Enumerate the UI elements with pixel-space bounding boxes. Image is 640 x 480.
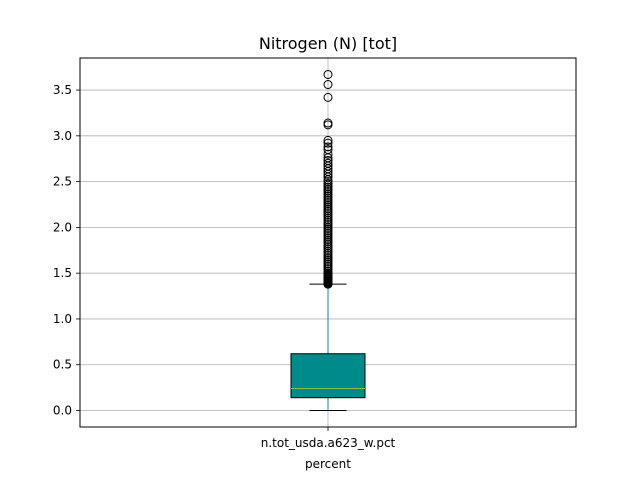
- outlier-point: [323, 80, 333, 90]
- outlier-point: [323, 69, 333, 79]
- box: [290, 353, 366, 399]
- outlier-point: [323, 118, 333, 128]
- whiskers: [309, 283, 347, 412]
- outlier-point: [323, 156, 333, 166]
- outlier-point: [323, 158, 333, 168]
- x-axis-label: percent: [305, 457, 351, 471]
- outlier-point: [323, 142, 333, 152]
- y-tick-label: 1.5: [53, 266, 72, 280]
- y-tick-label: 0.5: [53, 358, 72, 372]
- outlier-point: [323, 135, 333, 145]
- plot-frame: [79, 57, 577, 428]
- y-tick-label: 1.0: [53, 312, 72, 326]
- x-tick-label: n.tot_usda.a623_w.pct: [261, 436, 396, 450]
- y-tick-label: 3.5: [53, 83, 72, 97]
- y-tick-label: 2.5: [53, 175, 72, 189]
- outlier-point: [323, 149, 333, 159]
- x-axis-ticks: n.tot_usda.a623_w.pct: [261, 427, 396, 450]
- outliers: [323, 69, 333, 289]
- y-tick-label: 2.0: [53, 220, 72, 234]
- outlier-point: [323, 145, 333, 155]
- y-tick-label: 0.0: [53, 404, 72, 418]
- y-axis-ticks: 0.0 0.5 1.0 1.5 2.0 2.5 3.0 3.5: [53, 83, 80, 418]
- outlier-point: [323, 92, 333, 102]
- y-tick-label: 3.0: [53, 129, 72, 143]
- outlier-point: [323, 138, 333, 148]
- chart-title: Nitrogen (N) [tot]: [259, 34, 397, 53]
- iqr-box: [290, 353, 366, 399]
